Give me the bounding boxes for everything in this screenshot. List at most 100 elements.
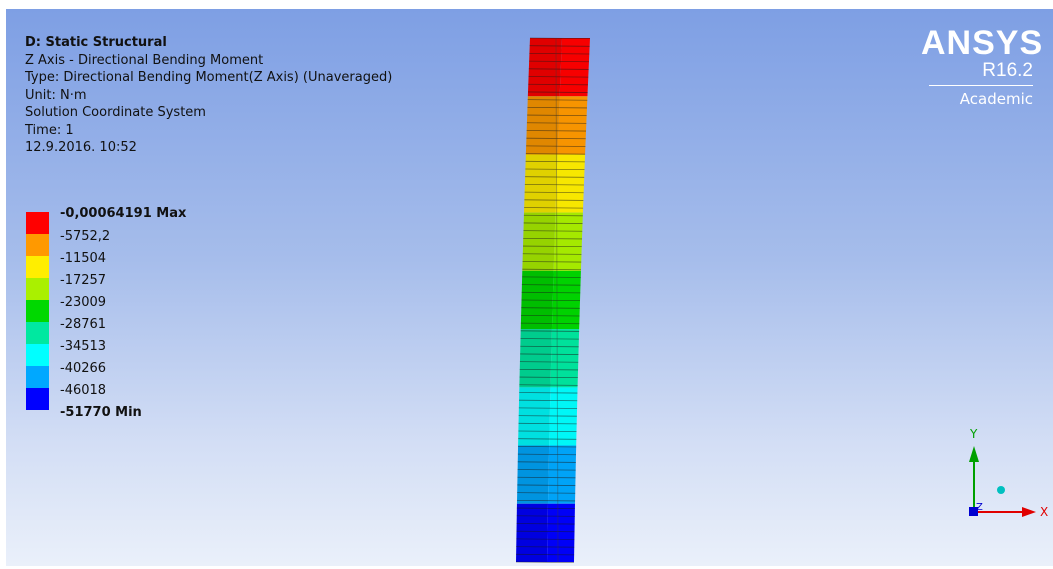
legend-swatch (26, 234, 49, 256)
legend-label: -28761 (60, 317, 107, 332)
beam-mesh-line (527, 106, 587, 109)
triad-z-label: Z (976, 502, 983, 513)
beam-band-face (547, 445, 577, 504)
beam-band-face (516, 445, 550, 504)
beam-mesh-line (517, 484, 576, 486)
beam-mesh-line (517, 453, 576, 456)
legend-swatch (26, 256, 49, 278)
beam-mesh-line (523, 245, 582, 248)
beam-mesh-line (517, 461, 576, 463)
result-info-panel: D: Static Structural Z Axis - Directiona… (25, 34, 392, 157)
legend-swatch (26, 344, 49, 366)
beam-mesh-line (522, 268, 581, 271)
brand-divider (929, 85, 1033, 86)
result-type: Type: Directional Bending Moment(Z Axis)… (25, 70, 393, 85)
brand-name: ANSYS (921, 24, 1044, 62)
beam-mesh-line (525, 176, 585, 178)
beam-mesh-line (523, 237, 582, 240)
beam-band-face (524, 154, 558, 213)
legend-label: -5752,2 (60, 229, 111, 244)
beam-mesh-line (524, 191, 584, 194)
beam-mesh-line (518, 446, 577, 448)
legend-label: -46018 (60, 383, 107, 398)
beam-mesh-line (521, 299, 581, 301)
triad-z-axis-icon (969, 507, 978, 516)
beam-mesh-line (521, 284, 581, 286)
beam-mesh-line (517, 499, 576, 502)
legend-label-min: -51770 Min (60, 405, 142, 420)
beam-mesh-line (521, 315, 580, 317)
beam-mesh-line (519, 392, 578, 394)
beam-mesh-lines (515, 37, 591, 563)
result-name: Z Axis - Directional Bending Moment (25, 52, 264, 68)
beam-mesh-line (519, 361, 579, 363)
beam-band-face (522, 212, 556, 271)
beam-mesh-line (522, 276, 581, 278)
beam-mesh-line (521, 291, 581, 294)
beam-mesh-line (520, 330, 580, 332)
beam-mesh-line (524, 207, 584, 209)
legend-label: -23009 (60, 295, 107, 310)
analysis-title: D: Static Structural (25, 35, 167, 50)
beam-mesh-line (524, 199, 584, 201)
legend-label: -34513 (60, 339, 107, 354)
triad-y-label: Y (969, 427, 978, 441)
beam-mesh-line (515, 561, 575, 563)
beam-mesh-line (516, 553, 575, 556)
beam-model[interactable] (496, 32, 606, 566)
triad-center-icon (997, 486, 1005, 494)
legend-swatch (26, 322, 49, 344)
beam-band-face (527, 38, 562, 97)
beam-mesh-line (522, 261, 582, 263)
beam-mesh-line (519, 399, 578, 402)
legend-label: -11504 (60, 251, 107, 266)
beam-band-face (518, 387, 551, 446)
legend-swatch (26, 278, 49, 300)
beam-mesh-line (526, 137, 586, 140)
beam-mesh-line (517, 476, 576, 479)
beam-mesh-line (528, 83, 588, 86)
coordinate-triad[interactable]: Y Z X (956, 424, 1051, 534)
beam-mesh-line (521, 307, 580, 309)
beam-mesh-line (529, 60, 589, 63)
beam-mesh-line (518, 415, 577, 417)
beam-mesh-line (518, 407, 578, 409)
legend-swatch (26, 366, 49, 388)
beam-mesh-line (517, 469, 576, 471)
beam-mesh-line (529, 53, 590, 55)
beam-mesh-line (518, 430, 577, 432)
beam-mesh-line (516, 546, 575, 548)
beam-mesh-line (516, 530, 575, 533)
beam-mesh-line (522, 253, 582, 255)
beam-mesh-line (523, 214, 583, 217)
beam-mesh-line (519, 384, 578, 386)
beam-mesh-line (518, 438, 577, 440)
beam-mesh-line (529, 37, 591, 39)
beam-mesh-line (516, 538, 575, 540)
beam-mesh-line (519, 368, 579, 371)
beam-mesh-line (516, 507, 575, 510)
brand-edition: Academic (959, 90, 1033, 108)
graphics-viewport[interactable]: D: Static Structural Z Axis - Directiona… (6, 9, 1053, 566)
beam-mesh-line (520, 338, 579, 340)
beam-mesh-line (525, 160, 585, 163)
beam-band-face (555, 154, 586, 213)
coordinate-system: Solution Coordinate System (25, 105, 206, 120)
beam-mesh-line (520, 322, 580, 325)
beam-band-face (519, 329, 552, 388)
beam-band-face (516, 503, 548, 562)
beam-mesh-line (525, 168, 585, 170)
legend-swatch (26, 388, 49, 410)
beam-mesh-line (527, 99, 588, 101)
beam-edge-line (555, 37, 559, 563)
ansys-logo: ANSYS R16.2 Academic (921, 24, 1044, 109)
beam-mesh-line (526, 130, 587, 132)
beam-mesh-line (524, 184, 584, 186)
legend-swatch (26, 300, 49, 322)
result-unit: Unit: N·m (25, 87, 87, 103)
triad-y-arrow-icon (969, 446, 979, 462)
legend-label: -40266 (60, 361, 107, 376)
beam-band-face (550, 329, 580, 388)
beam-mesh-line (529, 45, 590, 47)
beam-band-face (525, 96, 560, 155)
